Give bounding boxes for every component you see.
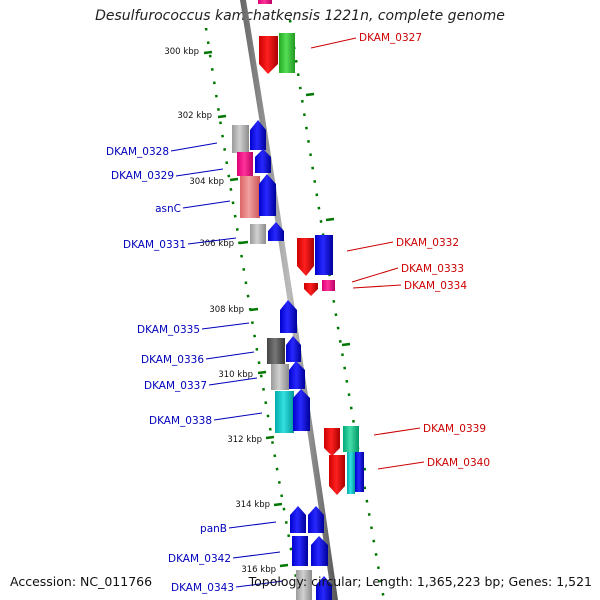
gene-arrow bbox=[316, 576, 332, 600]
gene-arrow bbox=[259, 36, 278, 74]
gene-arrow bbox=[275, 391, 294, 433]
scale-label: 312 kbp bbox=[227, 435, 262, 445]
inner-gene-track bbox=[232, 120, 332, 600]
tick-mark bbox=[325, 217, 335, 222]
tick-mark bbox=[249, 307, 259, 312]
gene-label-dkam-0338: DKAM_0338 bbox=[149, 415, 212, 427]
tick-mark bbox=[273, 502, 283, 507]
label-connector bbox=[201, 322, 250, 330]
genome-title: Desulfurococcus kamchatkensis 1221n, com… bbox=[95, 8, 505, 24]
gene-arrow bbox=[343, 426, 359, 452]
backbone-line bbox=[240, 0, 338, 600]
gene-arrow bbox=[324, 428, 340, 456]
gene-arrow bbox=[329, 455, 345, 495]
tick-mark bbox=[279, 563, 289, 568]
label-connector bbox=[310, 37, 357, 49]
gene-arrow bbox=[293, 389, 310, 431]
gene-label-dkam-0332: DKAM_0332 bbox=[396, 237, 459, 249]
scale-label: 300 kbp bbox=[164, 47, 199, 57]
inner-scale-line bbox=[204, 27, 302, 600]
outer-scale-line bbox=[288, 19, 386, 600]
gene-arrow bbox=[280, 300, 297, 333]
label-connector bbox=[352, 284, 402, 289]
gene-arrow bbox=[290, 506, 306, 533]
gene-arrow bbox=[355, 452, 364, 492]
gene-label-dkam-0328: DKAM_0328 bbox=[106, 146, 169, 158]
tick-mark bbox=[341, 342, 351, 347]
label-connector bbox=[187, 237, 237, 245]
gene-label-dkam-0342: DKAM_0342 bbox=[168, 553, 231, 565]
gene-arrow bbox=[250, 224, 266, 244]
gene-label-dkam-0331: DKAM_0331 bbox=[123, 239, 186, 251]
scale-label: 310 kbp bbox=[218, 370, 253, 380]
label-connector bbox=[377, 461, 425, 470]
scale-label: 316 kbp bbox=[241, 565, 276, 575]
gene-label-dkam-0327: DKAM_0327 bbox=[359, 32, 422, 44]
gene-arrow bbox=[347, 452, 355, 494]
scale-label: 302 kbp bbox=[177, 111, 212, 121]
label-connector bbox=[235, 580, 284, 588]
label-connector bbox=[182, 200, 231, 209]
gene-arrow bbox=[296, 570, 312, 600]
gene-arrow bbox=[286, 336, 301, 362]
gene-label-dkam-0337: DKAM_0337 bbox=[144, 380, 207, 392]
topology-label: Topology: circular; Length: 1,365,223 bp… bbox=[248, 574, 592, 589]
gene-label-dkam-0329: DKAM_0329 bbox=[111, 170, 174, 182]
label-connector bbox=[228, 521, 277, 529]
gene-arrow bbox=[322, 280, 335, 291]
gene-arrow bbox=[304, 283, 318, 296]
tick-mark bbox=[305, 92, 315, 97]
gene-arrow bbox=[250, 120, 266, 150]
gene-label-dkam-0343: DKAM_0343 bbox=[171, 582, 234, 594]
gene-arrow bbox=[297, 238, 314, 276]
label-connector bbox=[170, 142, 218, 152]
scale-ticks bbox=[203, 19, 386, 600]
tick-mark bbox=[265, 435, 275, 440]
backbone bbox=[240, 0, 338, 600]
gene-arrow bbox=[237, 152, 253, 176]
gene-label-dkam-0340: DKAM_0340 bbox=[427, 457, 490, 469]
accession-label: Accession: NC_011766 bbox=[10, 574, 153, 589]
label-connector bbox=[232, 551, 281, 559]
scale-label: 304 kbp bbox=[189, 177, 224, 187]
tick-mark bbox=[229, 177, 239, 182]
gene-arrow bbox=[232, 125, 249, 153]
gene-arrow bbox=[267, 338, 285, 364]
label-connector bbox=[208, 377, 258, 386]
gene-label-dkam-0334: DKAM_0334 bbox=[404, 280, 467, 292]
label-connector bbox=[213, 412, 263, 421]
tick-mark bbox=[239, 240, 249, 245]
gene-arrow bbox=[259, 174, 276, 216]
gene-arrow bbox=[308, 506, 324, 533]
scale-label: 314 kbp bbox=[235, 500, 270, 510]
gene-label-asnc: asnC bbox=[155, 203, 181, 215]
tick-mark bbox=[217, 114, 227, 119]
scale-label: 306 kbp bbox=[199, 239, 234, 249]
gene-label-dkam-0333: DKAM_0333 bbox=[401, 263, 464, 275]
label-connector bbox=[351, 267, 399, 283]
gene-arrow bbox=[292, 536, 308, 566]
gene-arrow bbox=[255, 149, 271, 173]
label-connector bbox=[346, 241, 394, 252]
gene-arrow bbox=[258, 0, 272, 4]
gene-label-dkam-0336: DKAM_0336 bbox=[141, 354, 204, 366]
scale-label: 308 kbp bbox=[209, 305, 244, 315]
outer-gene-track bbox=[258, 0, 364, 495]
gene-arrow bbox=[271, 364, 289, 390]
gene-arrow bbox=[279, 33, 295, 73]
gene-arrow bbox=[268, 222, 284, 241]
label-connector bbox=[175, 168, 224, 177]
gene-arrow bbox=[315, 235, 333, 275]
gene-arrow bbox=[311, 536, 328, 566]
tick-mark bbox=[257, 370, 267, 375]
gene-label-dkam-0339: DKAM_0339 bbox=[423, 423, 486, 435]
gene-arrow bbox=[240, 176, 260, 218]
tick-mark bbox=[203, 50, 213, 55]
gene-label-panb: panB bbox=[200, 523, 227, 535]
gene-label-dkam-0335: DKAM_0335 bbox=[137, 324, 200, 336]
label-connector bbox=[205, 351, 255, 360]
gene-arrow bbox=[289, 361, 305, 389]
label-connector bbox=[373, 427, 421, 436]
